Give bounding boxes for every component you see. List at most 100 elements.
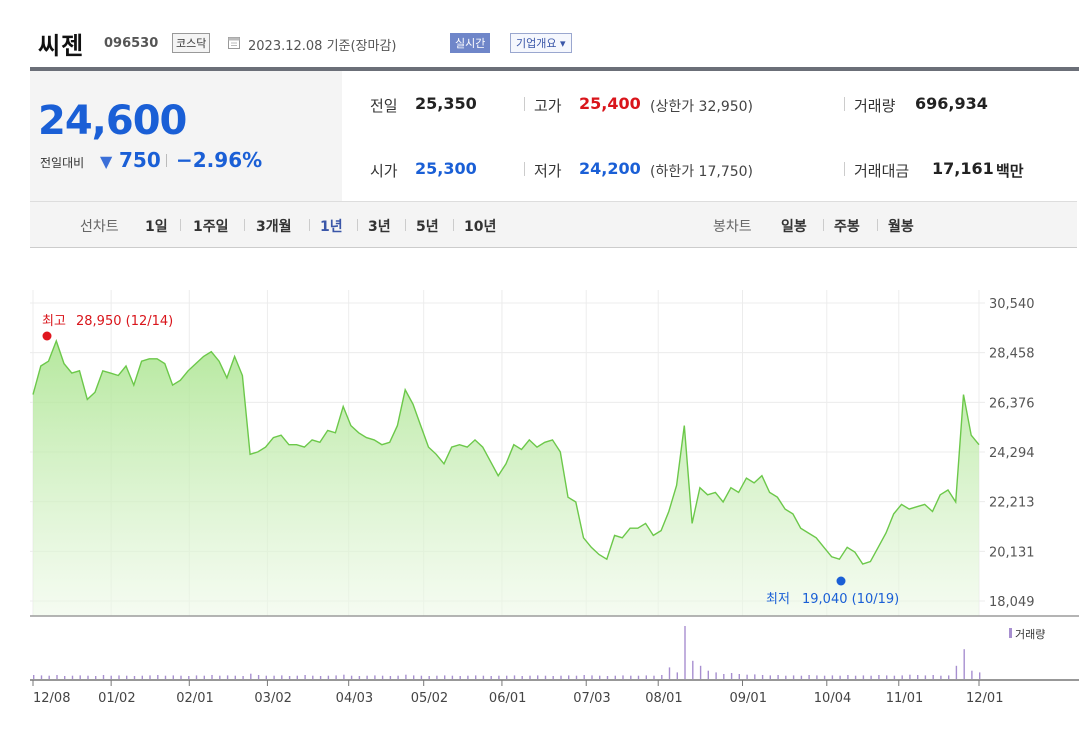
volume-bar [64, 676, 66, 679]
price-area [33, 340, 979, 616]
volume-bar [963, 649, 965, 679]
period-1d[interactable]: 1일 [145, 219, 168, 235]
volume-bar [552, 676, 554, 679]
volume-bar [738, 674, 740, 679]
stat-divider [524, 97, 525, 111]
change-divider [166, 154, 167, 167]
volume-bar [467, 675, 469, 679]
x-tick-label: 04/03 [336, 691, 373, 706]
volume-bar [490, 676, 492, 679]
volume-bar [428, 676, 430, 679]
volume-bar [180, 675, 182, 679]
volume-bar [350, 675, 353, 679]
volume-bar [482, 675, 485, 679]
period-3y[interactable]: 3년 [368, 219, 391, 235]
volume-bar [645, 675, 647, 679]
candle-chart-label: 봉차트 [713, 219, 752, 235]
volume-bar [521, 676, 523, 679]
volume-bar [319, 676, 322, 679]
company-overview-dropdown[interactable]: 기업개요 ▾ [510, 33, 572, 53]
x-tick-label: 08/01 [645, 691, 682, 706]
y-tick-label: 26,376 [989, 396, 1035, 411]
volume-bar [234, 675, 236, 679]
volume-bar [537, 675, 539, 679]
volume-bar [335, 675, 337, 679]
volume-bar [188, 676, 190, 679]
volume-bar [800, 675, 803, 679]
header-divider [30, 67, 1079, 71]
volume-bar [195, 675, 198, 679]
prev-close-label: 전일 [370, 97, 398, 115]
candle-daily[interactable]: 일봉 [781, 219, 807, 235]
period-10y[interactable]: 10년 [464, 219, 497, 235]
low-marker [836, 576, 846, 586]
volume-bar [823, 675, 826, 679]
volume-bar [343, 674, 345, 679]
volume-bar [862, 675, 865, 679]
volume-bar [575, 675, 578, 679]
realtime-button[interactable]: 실시간 [450, 33, 491, 53]
volume-bar [754, 674, 756, 679]
period-divider [823, 219, 824, 231]
volume-bar [777, 675, 779, 679]
volume-bar [381, 675, 384, 679]
volume-bar [948, 675, 950, 679]
price-panel [30, 71, 342, 201]
volume-bar [389, 676, 392, 679]
market-badge: 코스닥 [172, 33, 211, 53]
volume-bar [560, 675, 562, 679]
volume-bar [33, 675, 35, 679]
high-label: 고가 [534, 97, 562, 115]
volume-bar [730, 673, 733, 679]
volume-bar [893, 675, 896, 679]
period-divider [244, 219, 245, 231]
high-annotation-label: 최고 [42, 314, 66, 329]
y-tick-label: 20,131 [989, 545, 1035, 560]
volume-bar [606, 676, 609, 679]
volume-bar [746, 674, 748, 679]
volume-bar [141, 675, 143, 679]
volume-bar [979, 672, 981, 679]
volume-bar [544, 675, 547, 679]
x-tick-label: 02/01 [176, 691, 213, 706]
volume-bar [71, 675, 74, 679]
volume-bar [583, 675, 585, 679]
x-tick-label: 12/08 [33, 691, 70, 706]
volume-bar [940, 675, 942, 679]
volume-bar [932, 675, 934, 679]
volume-bar [451, 675, 454, 679]
change-value: 750 [119, 148, 161, 172]
period-1y[interactable]: 1년 [320, 219, 343, 235]
volume-bar [118, 675, 120, 679]
volume-bar [164, 675, 167, 679]
volume-bar [358, 676, 361, 679]
volume-bar [637, 675, 640, 679]
line-chart-label: 선차트 [80, 219, 119, 235]
period-toolbar [30, 201, 1077, 248]
volume-bar [172, 675, 174, 679]
amount-value: 17,161 [932, 159, 994, 178]
volume-bar [498, 675, 500, 679]
x-tick-label: 07/03 [573, 691, 610, 706]
period-1w[interactable]: 1주일 [193, 219, 229, 235]
period-divider [180, 219, 181, 231]
period-3m[interactable]: 3개월 [256, 219, 292, 235]
volume-bar [110, 675, 112, 679]
volume-bar [312, 675, 314, 679]
volume-bar [692, 660, 694, 679]
change-label: 전일대비 [40, 156, 85, 170]
volume-bar [459, 676, 461, 679]
volume-bar [878, 675, 880, 679]
amount-label: 거래대금 [854, 162, 910, 180]
volume-bar [955, 665, 958, 680]
open-label: 시가 [370, 162, 398, 180]
candle-weekly[interactable]: 주봉 [834, 219, 860, 235]
volume-bar [808, 675, 810, 679]
x-tick-label: 10/04 [814, 691, 851, 706]
volume-bar [273, 675, 275, 679]
y-tick-label: 18,049 [989, 595, 1035, 610]
candle-monthly[interactable]: 월봉 [888, 219, 914, 235]
period-5y[interactable]: 5년 [416, 219, 439, 235]
stock-name: 씨젠 [38, 32, 85, 60]
